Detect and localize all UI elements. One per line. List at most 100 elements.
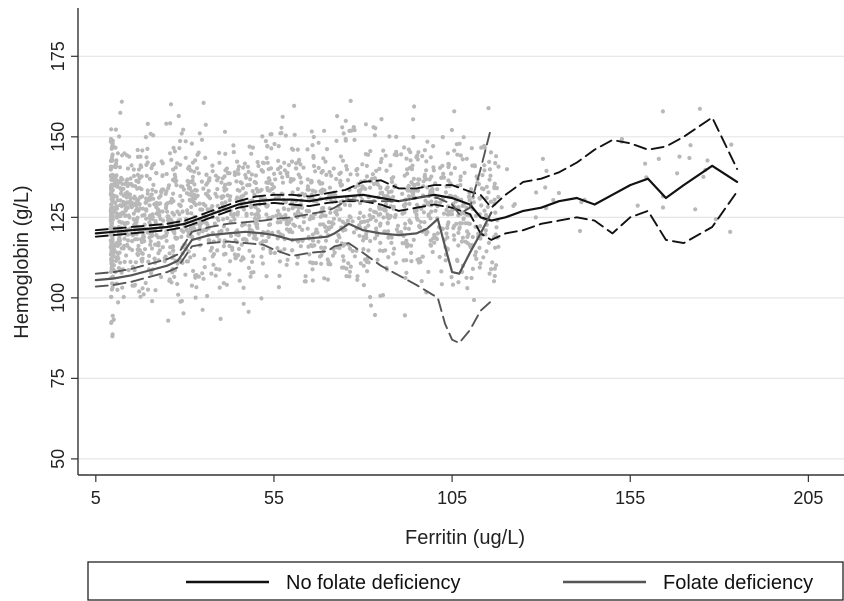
scatter-point [110,157,115,163]
scatter-point [449,212,455,217]
scatter-point [390,179,395,184]
scatter-point [340,158,346,163]
scatter-point [275,246,280,251]
scatter-point [457,221,463,226]
scatter-point [309,180,314,185]
scatter-point [348,264,353,269]
scatter-point [280,180,286,185]
scatter-point [489,267,494,272]
scatter-point [203,122,208,127]
scatter-point [406,194,412,199]
scatter-point [343,118,348,123]
scatter-point [331,216,337,221]
scatter-point [330,253,336,258]
scatter-point [389,176,394,181]
scatter-point [484,249,489,254]
scatter-point [160,161,165,166]
scatter-point [195,152,200,157]
scatter-point [133,237,138,242]
scatter-point [135,172,140,177]
scatter-point [130,283,135,288]
scatter-point [289,159,295,164]
scatter-point [386,229,391,234]
scatter-point [295,255,301,260]
scatter-point [139,250,144,256]
scatter-point [298,175,303,180]
scatter-point [250,189,255,194]
scatter-point [245,164,250,169]
scatter-point [257,188,263,194]
scatter-point [406,147,411,152]
scatter-point [452,109,457,114]
scatter-point [410,163,415,168]
scatter-point [130,247,135,253]
scatter-point [401,258,406,263]
scatter-point [269,146,274,151]
scatter-point [185,211,190,216]
scatter-point [112,249,117,254]
scatter-point [295,147,300,152]
scatter-point [316,140,321,145]
scatter-point [125,205,130,210]
scatter-point [450,282,456,287]
scatter-point [266,234,271,240]
scatter-point [494,263,499,268]
scatter-point [197,201,202,206]
scatter-point [118,110,123,115]
scatter-point [261,246,266,251]
scatter-point [189,179,194,185]
scatter-point [316,165,321,170]
scatter-point [108,251,114,256]
scatter-point [204,172,209,177]
scatter-point [146,259,151,264]
scatter-point [311,155,316,160]
scatter-point [123,181,128,187]
scatter-point [429,209,434,214]
scatter-point [149,246,155,251]
scatter-point [358,210,363,215]
scatter-point [480,173,485,178]
scatter-point [221,244,226,249]
scatter-point [352,137,357,142]
scatter-point [373,210,378,215]
scatter-point [677,154,682,159]
scatter-point [221,217,226,222]
scatter-point [202,265,207,270]
scatter-point [145,146,150,151]
scatter-point [490,260,495,265]
scatter-point [364,259,369,264]
scatter-point [110,332,115,337]
scatter-point [324,229,329,234]
scatter-point [361,238,366,243]
scatter-point [339,182,345,188]
scatter-point [310,238,316,243]
scatter-point [305,184,310,189]
scatter-point [194,273,199,278]
scatter-point [466,194,471,199]
scatter-point [187,198,192,203]
scatter-point [299,180,304,185]
scatter-point [247,144,252,149]
scatter-point [121,202,126,207]
scatter-point [114,158,119,163]
scatter-point [426,269,431,274]
scatter-point [217,238,222,243]
scatter-point [434,200,439,205]
scatter-point [354,168,359,173]
scatter-point [113,127,118,132]
scatter-point [492,266,497,271]
scatter-point [247,232,252,237]
scatter-point [310,232,315,237]
scatter-point [125,166,131,171]
scatter-point [236,164,241,169]
scatter-point [365,218,370,224]
scatter-point [693,207,698,212]
scatter-point [183,272,188,277]
scatter-point [295,261,300,266]
scatter-point [285,257,290,262]
scatter-point [533,215,538,220]
scatter-point [282,168,287,173]
scatter-point [172,172,177,177]
x-tick-label: 5 [91,488,101,508]
scatter-point [343,227,348,232]
